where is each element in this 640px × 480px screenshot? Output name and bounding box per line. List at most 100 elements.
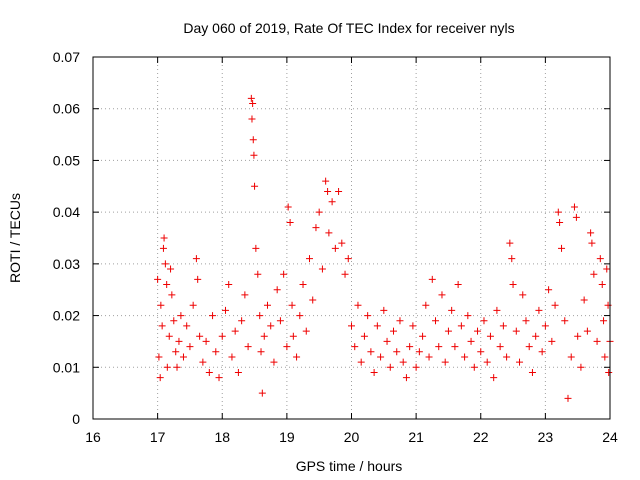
data-point xyxy=(341,270,349,278)
data-point xyxy=(257,348,265,356)
data-point xyxy=(283,343,291,351)
data-point xyxy=(509,281,517,289)
x-tick-label: 17 xyxy=(150,429,166,445)
data-point xyxy=(396,317,404,325)
data-point xyxy=(155,353,163,361)
data-point xyxy=(454,281,462,289)
data-point xyxy=(186,343,194,351)
data-point xyxy=(348,322,355,330)
data-point xyxy=(159,244,167,252)
data-point xyxy=(558,244,566,252)
data-point xyxy=(444,327,452,335)
data-point xyxy=(572,213,580,221)
data-point xyxy=(519,291,527,299)
data-point xyxy=(464,312,472,320)
data-point xyxy=(260,332,268,340)
data-point xyxy=(380,306,388,314)
data-point xyxy=(168,291,176,299)
data-point xyxy=(516,358,524,366)
data-point xyxy=(461,353,469,361)
data-point xyxy=(241,291,249,299)
data-point xyxy=(293,353,301,361)
x-tick-label: 22 xyxy=(473,429,489,445)
data-point xyxy=(280,270,288,278)
data-point xyxy=(315,208,323,216)
data-point xyxy=(173,363,181,371)
data-point xyxy=(386,363,394,371)
data-point xyxy=(234,368,242,376)
data-point xyxy=(252,244,260,252)
data-point xyxy=(503,353,511,361)
data-point xyxy=(574,332,582,340)
y-axis-label: ROTI / TECUs xyxy=(7,193,23,283)
y-tick-label: 0.03 xyxy=(53,256,80,272)
data-point xyxy=(541,322,549,330)
data-point xyxy=(344,255,352,263)
x-tick-label: 18 xyxy=(214,429,230,445)
data-point xyxy=(364,312,372,320)
data-point xyxy=(467,337,475,345)
data-points xyxy=(154,94,614,402)
data-point xyxy=(318,265,326,273)
data-point xyxy=(202,337,210,345)
x-tick-label: 24 xyxy=(602,429,618,445)
data-point xyxy=(299,281,307,289)
data-point xyxy=(588,239,596,247)
data-point xyxy=(567,353,575,361)
data-point xyxy=(156,374,164,382)
data-point xyxy=(322,177,330,185)
data-point xyxy=(215,374,223,382)
data-point xyxy=(428,275,436,283)
data-point xyxy=(477,348,485,356)
x-tick-label: 16 xyxy=(85,429,101,445)
data-point xyxy=(338,239,346,247)
data-point xyxy=(351,343,359,351)
data-point xyxy=(238,317,246,325)
data-point xyxy=(551,301,559,309)
data-point xyxy=(225,281,233,289)
data-point xyxy=(175,337,183,345)
data-point xyxy=(499,322,507,330)
data-point xyxy=(157,301,165,309)
data-point xyxy=(312,224,320,232)
data-point xyxy=(399,358,407,366)
data-point xyxy=(286,218,294,226)
data-point xyxy=(486,332,494,340)
grid-lines xyxy=(93,57,610,419)
data-point xyxy=(377,353,385,361)
data-point xyxy=(165,332,173,340)
x-axis-label: GPS time / hours xyxy=(296,458,403,474)
x-tick-label: 21 xyxy=(408,429,424,445)
data-point xyxy=(525,343,533,351)
data-point xyxy=(244,343,252,351)
data-point xyxy=(593,337,601,345)
x-tick-label: 20 xyxy=(344,429,360,445)
data-point xyxy=(370,368,378,376)
data-point xyxy=(254,270,262,278)
data-point xyxy=(248,115,256,123)
axis-ticks: 16 17 18 19 20 21 22 23 24 0 0.01 0.02 0.03 0.04 0.05 0… xyxy=(53,49,618,445)
data-point xyxy=(258,389,266,397)
data-point xyxy=(506,239,514,247)
data-point xyxy=(590,270,598,278)
data-point xyxy=(357,358,365,366)
data-point xyxy=(496,343,504,351)
data-point xyxy=(596,255,604,263)
data-point xyxy=(221,306,229,314)
data-point xyxy=(448,306,456,314)
data-point xyxy=(189,301,197,309)
data-point xyxy=(267,322,275,330)
data-point xyxy=(512,327,520,335)
data-point xyxy=(545,286,553,294)
data-point xyxy=(172,348,180,356)
data-point xyxy=(528,368,536,376)
data-point xyxy=(177,312,185,320)
data-point xyxy=(263,301,271,309)
data-point xyxy=(209,312,217,320)
data-point xyxy=(256,312,264,320)
data-point xyxy=(422,301,430,309)
data-point xyxy=(406,343,414,351)
data-point xyxy=(508,255,516,263)
data-point xyxy=(328,198,336,206)
